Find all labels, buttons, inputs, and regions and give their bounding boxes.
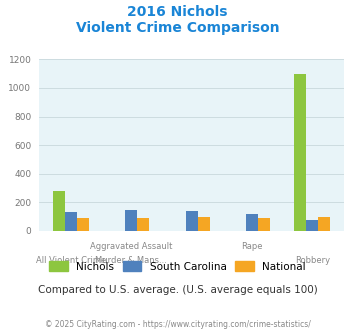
Text: 2016 Nichols: 2016 Nichols: [127, 5, 228, 19]
Text: Aggravated Assault: Aggravated Assault: [90, 242, 173, 251]
Bar: [246, 214, 258, 231]
Bar: [258, 218, 270, 231]
Text: Robbery: Robbery: [295, 256, 330, 265]
Bar: [53, 191, 65, 231]
Text: Compared to U.S. average. (U.S. average equals 100): Compared to U.S. average. (U.S. average …: [38, 285, 317, 295]
Bar: [137, 218, 149, 231]
Bar: [198, 217, 210, 231]
Bar: [186, 211, 198, 231]
Text: All Violent Crime: All Violent Crime: [36, 256, 106, 265]
Text: Rape: Rape: [241, 242, 263, 251]
Text: © 2025 CityRating.com - https://www.cityrating.com/crime-statistics/: © 2025 CityRating.com - https://www.city…: [45, 320, 310, 329]
Bar: [65, 213, 77, 231]
Legend: Nichols, South Carolina, National: Nichols, South Carolina, National: [49, 261, 306, 272]
Bar: [318, 217, 331, 231]
Bar: [306, 219, 318, 231]
Bar: [294, 74, 306, 231]
Text: Violent Crime Comparison: Violent Crime Comparison: [76, 21, 279, 35]
Text: Murder & Mans...: Murder & Mans...: [95, 256, 167, 265]
Bar: [77, 218, 89, 231]
Bar: [125, 210, 137, 231]
